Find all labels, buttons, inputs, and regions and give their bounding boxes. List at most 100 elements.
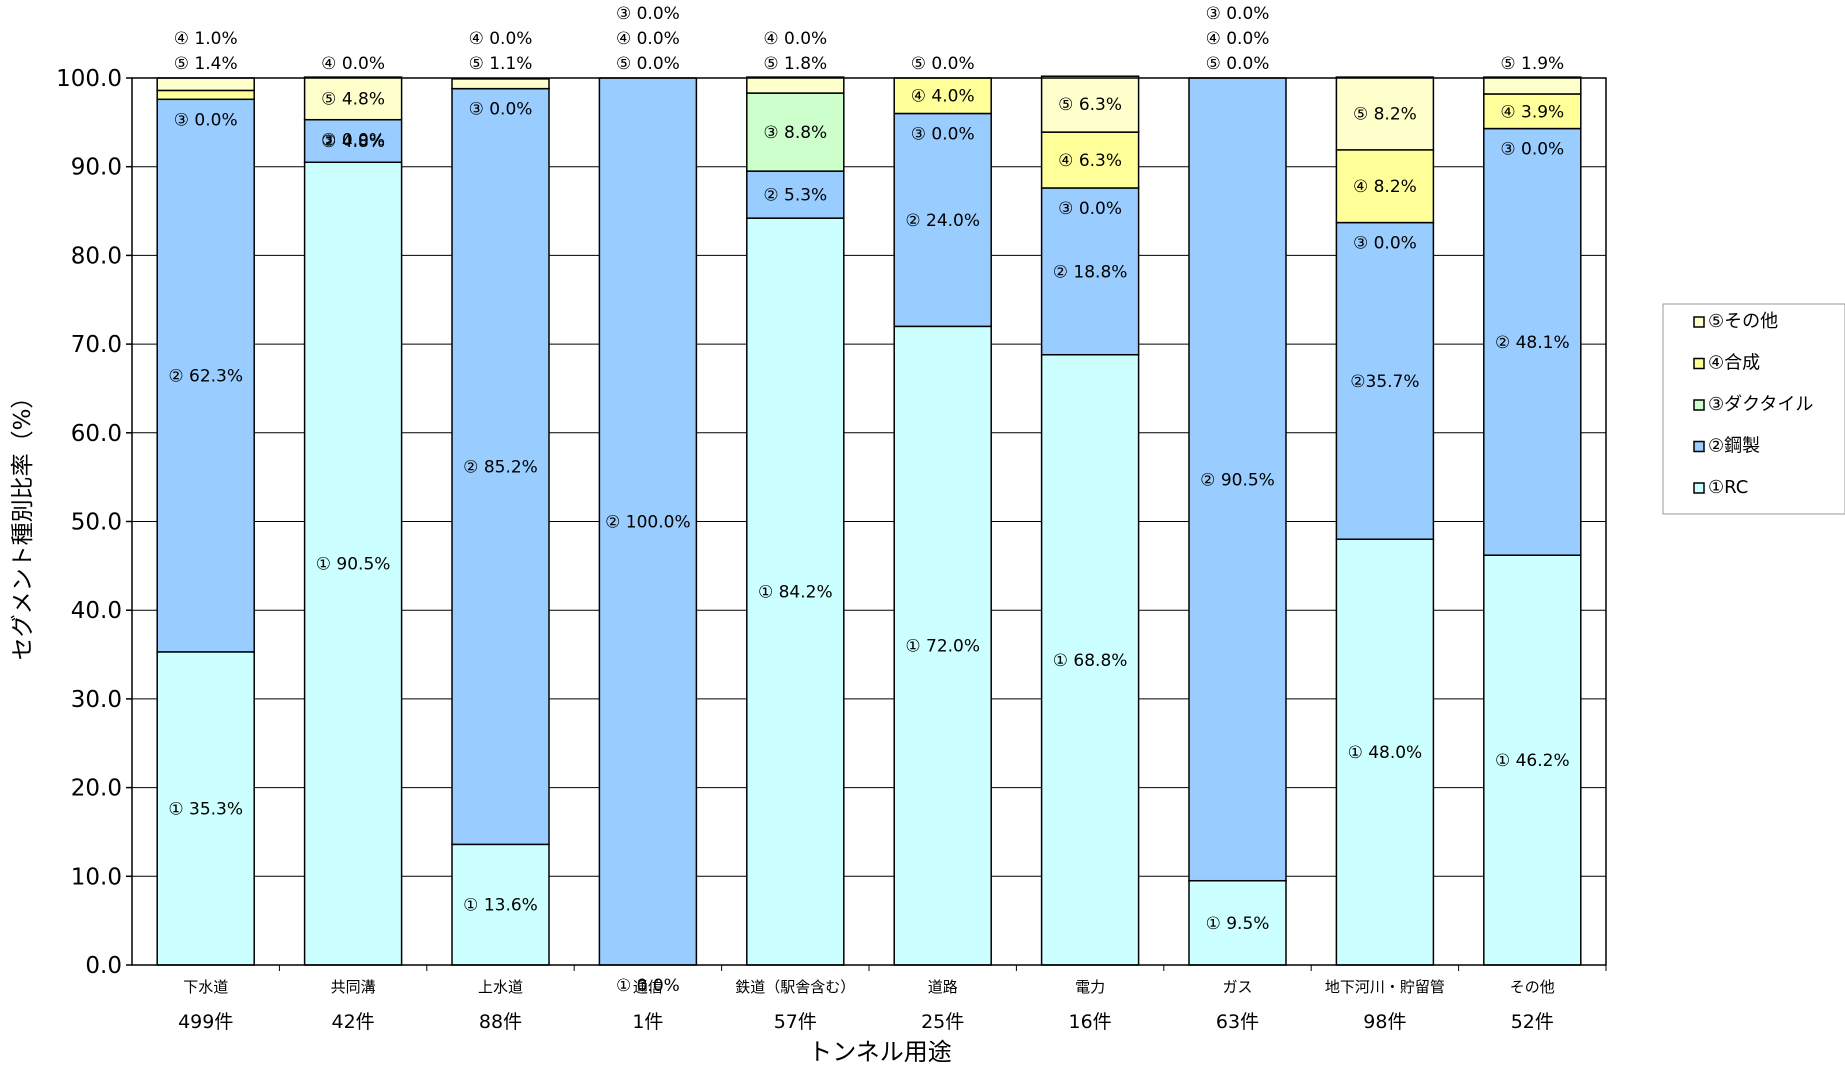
x-category-label: 道路 [928, 978, 958, 996]
bar-segment [893, 112, 992, 328]
bar-segment [746, 76, 845, 94]
bar-segment [451, 78, 550, 90]
data-label: ④ 0.0% [763, 29, 827, 49]
legend-label: ⑤その他 [1708, 311, 1778, 332]
data-label: ⑤ 8.2% [1353, 104, 1417, 124]
x-category-label: ガス [1222, 978, 1252, 996]
data-label: ④ 0.0% [321, 54, 385, 74]
bar-segment [598, 77, 698, 966]
data-label: ⑤ 1.1% [469, 54, 533, 74]
data-label: ② 48.1% [1495, 333, 1570, 353]
x-category-label: 電力 [1075, 978, 1105, 996]
data-label: ① 35.3% [168, 799, 243, 819]
data-label: ⑤ 0.0% [1206, 54, 1270, 74]
x-count-label: 42件 [332, 1011, 375, 1033]
bar-segment [1335, 538, 1435, 966]
data-label: ① 46.2% [1495, 751, 1570, 771]
data-label: ① 13.6% [463, 896, 538, 916]
bar-segment [303, 118, 403, 164]
bar-segment [1483, 76, 1582, 95]
bar-segment [1040, 187, 1140, 356]
data-labels: ① 35.3% ② 62.3% ③ 0.0% ④ 1.0% ⑤ 1.4% ① 90.5% ②… [168, 4, 1569, 996]
data-label: ③ 0.0% [469, 100, 533, 120]
bar-segment [303, 161, 403, 966]
y-tick-label: 40.0 [71, 598, 122, 624]
legend-label: ②鋼製 [1708, 436, 1760, 457]
legend-label: ①RC [1708, 477, 1748, 498]
x-count-label: 1件 [632, 1011, 663, 1033]
data-label: ② 100.0% [605, 513, 690, 533]
y-tick-label: 20.0 [71, 776, 122, 802]
y-axis-ticks: 0.0 10.0 20.0 30.0 40.0 50.0 60.0 70.0 80.0 90.0 1… [56, 66, 132, 979]
data-label: ⑤ 0.0% [911, 54, 975, 74]
data-label: ⑤ 4.8% [321, 89, 385, 109]
data-label: ② 5.3% [763, 186, 827, 206]
y-tick-label: 90.0 [71, 155, 122, 181]
y-tick-label: 0.0 [85, 953, 122, 979]
legend-swatch [1693, 440, 1705, 453]
x-axis-ticks: 下水道 499件 共同溝 42件 上水道 88件 通信 1件 鉄道（駅舎含む） 57件 道路 25件 電… [178, 965, 1607, 1033]
data-label: ③ 8.8% [763, 123, 827, 143]
bar-segment [156, 89, 255, 101]
data-label: ④ 0.0% [469, 29, 533, 49]
legend-swatch [1693, 357, 1705, 370]
bar-segment [303, 76, 403, 121]
data-label: ② 85.2% [463, 458, 538, 478]
data-label: ② 24.0% [905, 211, 980, 231]
bar-segment [1040, 131, 1140, 189]
x-category-label: 鉄道（駅舎含む） [735, 978, 855, 996]
bar-segment [1335, 221, 1435, 540]
y-tick-label: 80.0 [71, 243, 122, 269]
data-label: ① 9.5% [1206, 914, 1270, 934]
y-tick-label: 60.0 [71, 421, 122, 447]
x-category-label: 通信 [633, 978, 663, 996]
data-label: ① 90.5% [316, 555, 391, 575]
bar-segment [156, 77, 255, 92]
data-label: ④ 3.9% [1500, 102, 1564, 122]
bar-segment [451, 843, 550, 966]
x-category-label: その他 [1510, 978, 1555, 996]
x-count-label: 63件 [1216, 1011, 1259, 1033]
bar-segment [156, 651, 255, 966]
data-label: ③ 0.0% [911, 124, 975, 144]
x-category-label: 下水道 [183, 978, 228, 996]
legend-swatch [1693, 399, 1705, 411]
data-label: ② 4.8% [321, 132, 385, 152]
data-label: ② 18.8% [1053, 262, 1128, 282]
data-label: ① 48.0% [1348, 743, 1423, 763]
bar-segment [1335, 76, 1435, 151]
bar-segment [1040, 353, 1140, 966]
x-category-label: 地下河川・貯留管 [1325, 978, 1445, 996]
data-label: ④ 0.0% [1206, 29, 1270, 49]
bar-segment [1483, 127, 1582, 556]
x-count-label: 25件 [921, 1011, 964, 1033]
data-label: ① 0.0% [616, 976, 680, 996]
data-label: ① 68.8% [1053, 651, 1128, 671]
x-count-label: 52件 [1511, 1011, 1554, 1033]
data-label: ⑤ 1.4% [174, 54, 238, 74]
data-label: ③ 0.0% [174, 110, 238, 130]
data-label: ③ 0.0% [1353, 234, 1417, 254]
x-count-label: 57件 [774, 1011, 817, 1033]
bar-segment [1040, 75, 1140, 133]
data-label: ④ 0.0% [616, 29, 680, 49]
x-category-label: 上水道 [478, 978, 523, 996]
data-label: ④ 8.2% [1353, 177, 1417, 197]
legend: ⑤その他 ④合成 ③ダクタイル ②鋼製 ①RC [1662, 303, 1845, 515]
bar-segment [746, 92, 845, 172]
data-label: ③ 0.0% [1500, 140, 1564, 160]
data-label: ②35.7% [1350, 372, 1419, 392]
data-label: ④ 1.0% [174, 29, 238, 49]
data-label: ⑤ 1.8% [763, 54, 827, 74]
data-label: ② 62.3% [168, 367, 243, 387]
x-count-label: 98件 [1363, 1011, 1406, 1033]
bar-segment [893, 325, 992, 966]
y-tick-label: 100.0 [56, 66, 122, 92]
data-label: ⑤ 6.3% [1058, 95, 1122, 115]
data-label: ④ 4.0% [911, 87, 975, 107]
data-label: ④ 6.3% [1058, 151, 1122, 171]
x-count-label: 16件 [1069, 1011, 1112, 1033]
data-label: ⑤ 0.0% [616, 54, 680, 74]
y-axis-title: セグメント種別比率（%） [10, 386, 36, 661]
